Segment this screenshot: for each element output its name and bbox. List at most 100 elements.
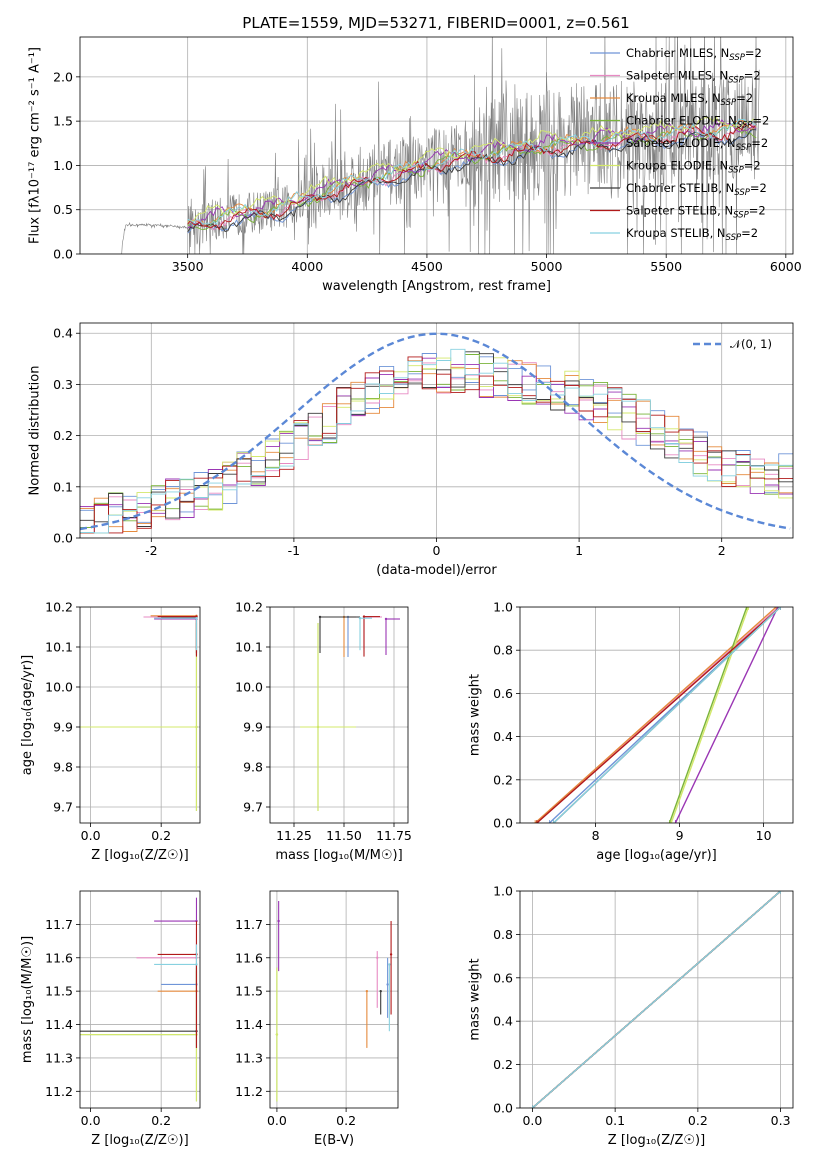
y-tick-label: 11.7 <box>235 917 263 932</box>
axes-frame <box>79 606 201 824</box>
y-tick-label: 10.1 <box>45 640 73 655</box>
y-tick-label: 10.0 <box>235 680 263 695</box>
y-tick-label: 10.1 <box>235 640 263 655</box>
x-tick-label: 0.2 <box>151 1113 171 1128</box>
point-kroupa_stelib <box>195 617 198 620</box>
y-tick-label: 0.6 <box>493 970 513 985</box>
legend-label-chabrier_miles: Chabrier MILES, NSSP=2 <box>626 46 762 63</box>
panel-weight_vs_age: 8 9 10 0.0 0.2 0.4 0.6 0.8 1.0 age [log₁₀(age/yr)… <box>468 600 794 863</box>
y-tick-label: 11.2 <box>235 1084 263 1099</box>
legend-label-salpeter_miles: Salpeter MILES, NSSP=2 <box>626 69 761 86</box>
y-tick-label: 0.2 <box>493 1057 513 1072</box>
point-kroupa_elodie <box>275 1033 279 1036</box>
x-tick-label: 8 <box>592 828 600 843</box>
x-tick-label: 5000 <box>531 259 563 274</box>
x-axis-label: wavelength [Angstrom, rest frame] <box>322 279 551 294</box>
y-tick-label: 9.7 <box>53 800 73 815</box>
weight-marker-chabrier_elodie <box>743 607 750 610</box>
weight-line-kroupa_stelib <box>553 607 781 823</box>
x-axis-label: E(B-V) <box>314 1133 354 1148</box>
point-kroupa_stelib <box>358 617 362 620</box>
point-chabrier_miles <box>386 983 389 986</box>
y-tick-label: 11.5 <box>45 984 73 999</box>
x-tick-label: -1 <box>288 543 300 558</box>
x-tick-label: 2 <box>718 543 726 558</box>
x-tick-label: 10 <box>756 828 772 843</box>
weight-line-kroupa_elodie <box>670 607 750 823</box>
y-tick-label: 9.8 <box>243 760 263 775</box>
x-tick-label: 0.1 <box>605 1113 625 1128</box>
point-kroupa_stelib <box>388 963 391 966</box>
plot-area <box>520 891 793 1108</box>
weight-marker-chabrier_miles <box>546 820 553 823</box>
y-tick-label: 11.5 <box>235 984 263 999</box>
y-tick-label: 1.0 <box>493 600 513 615</box>
weight-marker-chabrier_elodie <box>666 820 673 823</box>
weight-marker-kroupa_elodie <box>668 820 675 823</box>
x-axis-label: Z [log₁₀(Z/Z☉)] <box>608 1133 705 1148</box>
y-axis-label: mass weight <box>468 674 483 756</box>
legend-label-kroupa_stelib: Kroupa STELIB, NSSP=2 <box>626 226 758 243</box>
y-tick-label: 9.9 <box>243 720 263 735</box>
legend-label-salpeter_stelib: Salpeter STELIB, NSSP=2 <box>626 204 766 221</box>
weight-line-salpeter_elodie <box>674 607 779 823</box>
legend-label-kroupa_miles: Kroupa MILES, NSSP=2 <box>626 91 753 108</box>
y-tick-label: 11.7 <box>45 917 73 932</box>
x-tick-label: 9 <box>676 828 684 843</box>
weight-marker-kroupa_stelib <box>550 820 557 823</box>
x-tick-label: 4000 <box>291 259 323 274</box>
x-tick-label: 0.2 <box>688 1113 708 1128</box>
y-axis-label: Normed distribution <box>28 366 43 496</box>
legend-label-chabrier_stelib: Chabrier STELIB, NSSP=2 <box>626 181 767 198</box>
y-tick-label: 1.0 <box>493 884 513 899</box>
y-axis-label: mass weight <box>468 958 483 1040</box>
y-tick-label: 11.3 <box>235 1050 263 1065</box>
panel-mass_vs_Z: 0.0 0.2 11.2 11.3 11.4 11.5 11.6 11.7 Z [log₁₀(Z… <box>20 890 201 1148</box>
point-kroupa_miles <box>365 989 369 993</box>
x-tick-label: 5500 <box>650 259 682 274</box>
y-tick-label: 11.4 <box>235 1017 263 1032</box>
point-salpeter_stelib <box>362 615 366 618</box>
axes-frame <box>79 36 794 255</box>
y-tick-label: 11.3 <box>45 1050 73 1065</box>
x-tick-label: -2 <box>145 543 157 558</box>
plot-area <box>270 607 408 823</box>
y-tick-label: 1.5 <box>53 114 73 129</box>
y-tick-label: 0.4 <box>53 326 73 341</box>
point-salpeter_elodie <box>277 919 280 923</box>
model-spectrum-kroupa_stelib <box>187 118 757 226</box>
y-tick-label: 0.0 <box>493 1101 513 1116</box>
y-tick-label: 0.2 <box>493 772 513 787</box>
x-tick-label: 0.0 <box>522 1113 542 1128</box>
point-salpeter_miles <box>376 956 379 959</box>
point-kroupa_elodie <box>316 725 320 729</box>
plot-area <box>80 323 793 538</box>
x-tick-label: 0.2 <box>151 828 171 843</box>
axes-frame <box>269 606 409 824</box>
legend-label-chabrier_elodie: Chabrier ELODIE, NSSP=2 <box>626 114 769 131</box>
y-tick-label: 11.6 <box>45 950 73 965</box>
x-tick-label: 0.0 <box>267 1113 287 1128</box>
panel-weight_vs_Z: 0.0 0.1 0.2 0.3 0.0 0.2 0.4 0.6 0.8 1.0 Z [log₁₀(Z… <box>468 884 794 1148</box>
weight-marker-kroupa_stelib <box>777 891 784 894</box>
model-spectrum-chabrier_stelib <box>187 129 757 233</box>
x-axis-label: (data-model)/error <box>376 563 497 578</box>
model-spectrum-salpeter_miles <box>187 122 757 231</box>
y-tick-label: 0.8 <box>493 927 513 942</box>
x-tick-label: 11.50 <box>326 828 362 843</box>
y-axis-label: mass [log₁₀(M/M☉)] <box>20 936 35 1063</box>
weight-line-chabrier_elodie <box>668 607 748 823</box>
x-tick-label: 0.2 <box>336 1113 356 1128</box>
y-axis-label: age [log₁₀(age/yr)] <box>20 655 35 776</box>
x-axis-label: mass [log₁₀(M/M☉)] <box>275 848 402 863</box>
residual-histogram-kroupa_stelib <box>80 348 793 534</box>
x-tick-label: 11.25 <box>276 828 312 843</box>
legend-label-kroupa_elodie: Kroupa ELODIE, NSSP=2 <box>626 159 761 176</box>
model-spectrum-salpeter_elodie <box>187 119 757 229</box>
x-tick-label: 0.0 <box>81 828 101 843</box>
y-tick-label: 0.0 <box>493 816 513 831</box>
weight-marker-kroupa_stelib <box>777 607 784 610</box>
y-tick-label: 9.9 <box>53 720 73 735</box>
point-salpeter_elodie <box>384 617 388 621</box>
x-tick-label: 0.3 <box>771 1113 791 1128</box>
